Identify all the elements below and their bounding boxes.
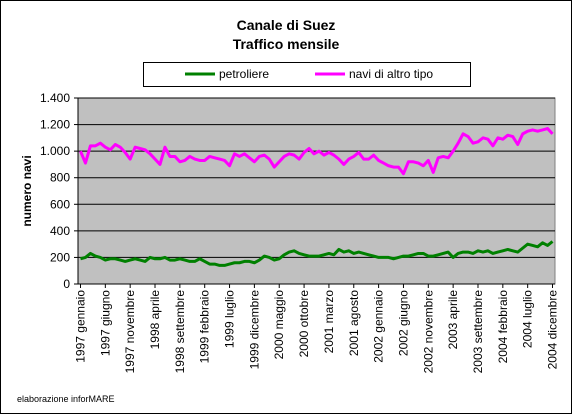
x-tick-label: 2002 novembre bbox=[421, 290, 435, 374]
y-tick-label: 200 bbox=[50, 250, 70, 264]
series-line bbox=[79, 127, 554, 176]
chart-subtitle: Traffico mensile bbox=[233, 36, 340, 52]
x-tick-label: 1999 febbraio bbox=[198, 290, 212, 364]
y-tick-label: 800 bbox=[50, 171, 70, 185]
x-tick-label: 2001 marzo bbox=[322, 290, 336, 354]
x-tick-label: 2004 febbraio bbox=[496, 290, 510, 364]
x-tick-label: 2004 luglio bbox=[521, 290, 535, 348]
y-tick-label: 400 bbox=[50, 224, 70, 238]
legend-label: petroliere bbox=[219, 67, 269, 81]
x-tick-label: 1999 dicembre bbox=[247, 290, 261, 370]
x-tick-label: 1998 settembre bbox=[173, 290, 187, 374]
y-tick-label: 1.200 bbox=[40, 118, 70, 132]
x-tick-label: 2002 giugno bbox=[396, 290, 410, 356]
x-tick-label: 1999 luglio bbox=[223, 290, 237, 348]
x-tick-label: 2000 ottobre bbox=[297, 290, 311, 358]
x-tick-label: 1998 aprile bbox=[148, 290, 162, 350]
chart-title: Canale di Suez bbox=[237, 17, 336, 33]
x-tick-label: 2002 gennaio bbox=[372, 290, 386, 363]
x-tick-label: 2003 settembre bbox=[471, 290, 485, 374]
y-tick-label: 1.400 bbox=[40, 91, 70, 105]
y-tick-label: 0 bbox=[63, 277, 70, 291]
y-tick-label: 600 bbox=[50, 197, 70, 211]
x-tick-label: 2000 maggio bbox=[272, 290, 286, 360]
x-tick-label: 2004 dicembre bbox=[546, 290, 560, 370]
y-axis-label: numero navi bbox=[20, 155, 34, 226]
source-note: elaborazione inforMARE bbox=[17, 394, 115, 404]
series-line bbox=[80, 240, 554, 267]
x-tick-label: 2001 agosto bbox=[347, 290, 361, 356]
x-tick-label: 2003 aprile bbox=[446, 290, 460, 350]
y-tick-label: 1.000 bbox=[40, 144, 70, 158]
x-tick-label: 1997 gennaio bbox=[73, 290, 87, 363]
legend-label: navi di altro tipo bbox=[349, 67, 433, 81]
x-tick-label: 1997 giugno bbox=[98, 290, 112, 356]
x-tick-label: 1997 novembre bbox=[123, 290, 137, 374]
